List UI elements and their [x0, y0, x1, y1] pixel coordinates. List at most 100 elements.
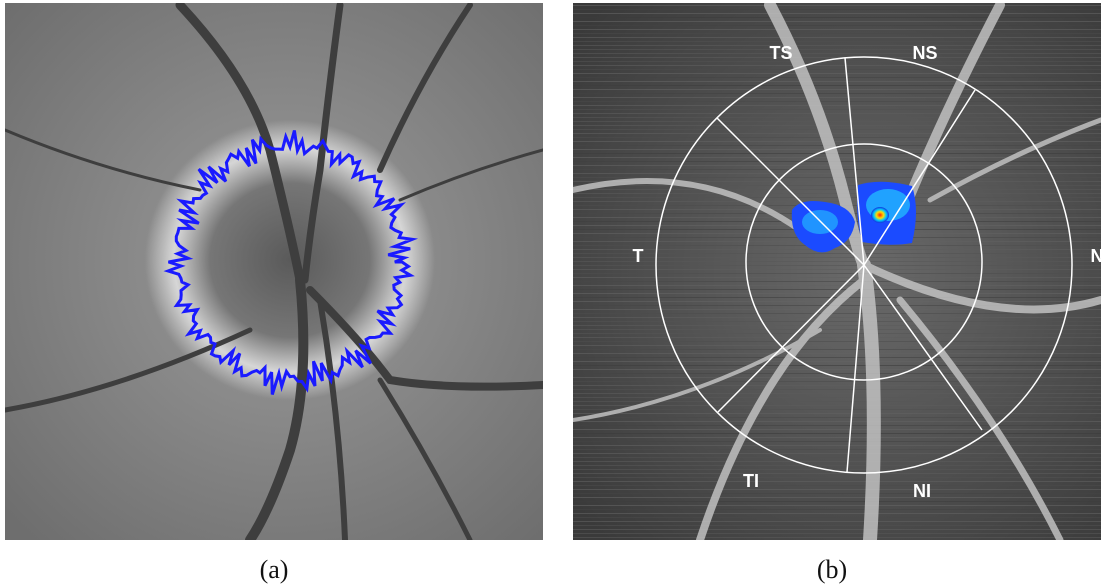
scan-line — [573, 77, 1101, 78]
scan-line — [573, 437, 1101, 438]
scan-line — [573, 509, 1101, 510]
sector-label: T — [633, 246, 644, 266]
scan-line — [573, 397, 1101, 398]
scan-line — [573, 373, 1101, 374]
scan-line — [573, 13, 1101, 14]
scan-line — [573, 413, 1101, 414]
scan-line — [573, 257, 1101, 258]
scan-line — [573, 365, 1101, 366]
scan-line — [573, 117, 1101, 118]
scan-line — [573, 457, 1101, 458]
scan-line — [573, 453, 1101, 454]
scan-line — [573, 105, 1101, 106]
scan-line — [573, 97, 1101, 98]
scan-line — [573, 325, 1101, 326]
fundus-image — [5, 3, 543, 540]
scan-line — [573, 253, 1101, 254]
scan-line — [573, 57, 1101, 58]
scan-line — [573, 525, 1101, 526]
caption: (a) — [260, 555, 289, 584]
scan-line — [573, 441, 1101, 442]
sector-label: N — [1091, 246, 1101, 266]
scan-line — [573, 121, 1101, 122]
scan-line — [573, 65, 1101, 66]
scan-line — [573, 89, 1101, 90]
scan-line — [573, 17, 1101, 18]
scan-line — [573, 357, 1101, 358]
angiography-image: TS NS T N TI NI — [573, 3, 1101, 540]
scan-line — [573, 141, 1101, 142]
scan-line — [573, 529, 1101, 530]
scan-line — [573, 133, 1101, 134]
scan-line — [573, 113, 1101, 114]
sector-label: TS — [769, 43, 792, 63]
scan-line — [573, 49, 1101, 50]
scan-line — [573, 405, 1101, 406]
scan-line — [573, 269, 1101, 270]
scan-line — [573, 41, 1101, 42]
scan-line — [573, 497, 1101, 498]
scan-line — [573, 481, 1101, 482]
scan-line — [573, 193, 1101, 194]
sector-label: NS — [912, 43, 937, 63]
scan-line — [573, 353, 1101, 354]
scan-line — [573, 197, 1101, 198]
scan-line — [573, 389, 1101, 390]
scan-line — [573, 381, 1101, 382]
scan-line — [573, 445, 1101, 446]
scan-line — [573, 429, 1101, 430]
scan-line — [573, 349, 1101, 350]
figure: TS NS T N TI NI (a) (b) — [0, 0, 1101, 587]
scan-line — [573, 249, 1101, 250]
scan-line — [573, 201, 1101, 202]
scan-line — [573, 25, 1101, 26]
scan-line — [573, 433, 1101, 434]
scan-line — [573, 317, 1101, 318]
scan-line — [573, 425, 1101, 426]
scan-line — [573, 81, 1101, 82]
scan-line — [573, 145, 1101, 146]
scan-line — [573, 61, 1101, 62]
scan-line — [573, 137, 1101, 138]
scan-line — [573, 69, 1101, 70]
scan-line — [573, 285, 1101, 286]
scan-line — [573, 273, 1101, 274]
scan-line — [573, 73, 1101, 74]
scan-line — [573, 421, 1101, 422]
scan-line — [573, 369, 1101, 370]
scan-line — [573, 29, 1101, 30]
scan-line — [573, 337, 1101, 338]
scan-line — [573, 341, 1101, 342]
scan-line — [573, 361, 1101, 362]
scan-line — [573, 521, 1101, 522]
scan-line — [573, 513, 1101, 514]
scan-line — [573, 493, 1101, 494]
scan-line — [573, 45, 1101, 46]
scan-line — [573, 533, 1101, 534]
scan-line — [573, 21, 1101, 22]
sector-label: TI — [743, 471, 759, 491]
scan-line — [573, 329, 1101, 330]
scan-line — [573, 53, 1101, 54]
scan-line — [573, 393, 1101, 394]
scan-line — [573, 33, 1101, 34]
scan-line — [573, 37, 1101, 38]
caption: (b) — [817, 555, 847, 584]
scan-line — [573, 417, 1101, 418]
scan-line — [573, 281, 1101, 282]
scan-line — [573, 93, 1101, 94]
scan-line — [573, 265, 1101, 266]
scan-line — [573, 501, 1101, 502]
scan-line — [573, 345, 1101, 346]
scan-line — [573, 321, 1101, 322]
scan-line — [573, 409, 1101, 410]
scan-line — [573, 261, 1101, 262]
scan-line — [573, 461, 1101, 462]
scan-line — [573, 485, 1101, 486]
sector-label: NI — [913, 481, 931, 501]
scan-line — [573, 101, 1101, 102]
scan-line — [573, 537, 1101, 538]
scan-line — [573, 289, 1101, 290]
scan-line — [573, 5, 1101, 6]
scan-line — [573, 505, 1101, 506]
